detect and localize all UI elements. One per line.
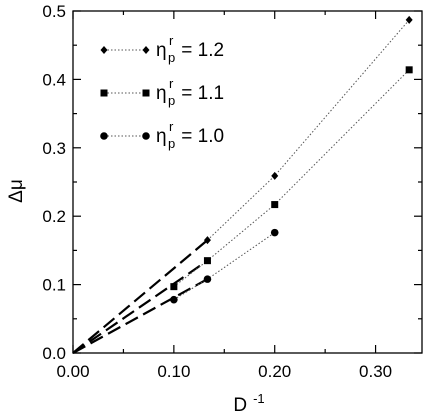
y-tick-label: 0.1 (42, 276, 66, 295)
y-tick-label: 0.5 (42, 2, 66, 21)
circle-marker (203, 275, 212, 283)
diamond-marker (142, 46, 150, 54)
y-tick-label: 0.0 (42, 344, 66, 363)
diamond-marker (405, 15, 413, 24)
diamond-marker (203, 236, 211, 245)
data-markers (170, 15, 413, 304)
y-tick-label: 0.2 (42, 207, 66, 226)
circle-marker (170, 295, 178, 304)
circle-marker (142, 132, 150, 140)
x-tick-label: 0.30 (359, 362, 392, 381)
y-tick-label: 0.3 (42, 139, 66, 158)
axis-ticks (72, 10, 422, 354)
square-marker (142, 89, 150, 97)
series-line (207, 19, 410, 241)
x-tick-label: 0.00 (56, 362, 89, 381)
tick-labels: 0.00 0.10 0.20 0.30 0.0 0.1 0.2 0.3 0.4 0.5 (42, 2, 392, 381)
square-marker (405, 66, 413, 74)
x-axis-label: D (233, 395, 247, 416)
fit-line (72, 278, 208, 354)
x-tick-label: 0.20 (258, 362, 291, 381)
circle-marker (270, 228, 279, 237)
circle-marker (100, 132, 108, 140)
fit-line (72, 259, 209, 354)
plot-frame (72, 10, 423, 354)
series-line (173, 69, 410, 288)
square-marker (100, 89, 108, 97)
diamond-marker (271, 171, 279, 180)
diamond-marker (100, 46, 108, 54)
x-axis-title: D -1 (233, 391, 264, 416)
y-tick-label: 0.4 (42, 70, 66, 89)
square-marker (271, 201, 279, 209)
square-marker (203, 257, 211, 265)
x-tick-label: 0.10 (157, 362, 190, 381)
square-marker (170, 283, 178, 291)
fit-lines (72, 239, 209, 354)
fit-line (72, 239, 209, 354)
y-axis-title: Δμ (6, 179, 27, 203)
x-axis-superscript: -1 (253, 391, 265, 406)
